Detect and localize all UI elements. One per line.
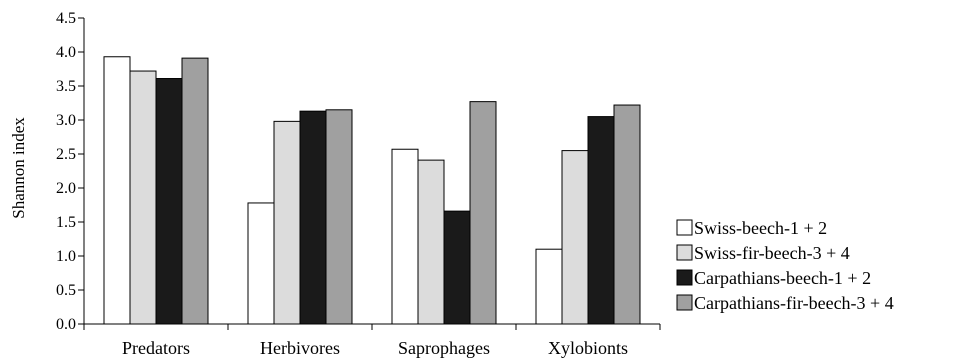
bar — [469, 101, 497, 325]
bar — [443, 210, 471, 325]
bar — [103, 56, 131, 325]
y-tick-label: 0.0 — [56, 316, 76, 333]
y-tick-label: 4.5 — [56, 10, 76, 27]
bar — [155, 78, 183, 325]
x-axis: Predators Herbivores Saprophages Xylobionts — [83, 323, 661, 358]
legend-swatch — [676, 244, 693, 261]
x-category-label: Xylobionts — [548, 338, 628, 358]
y-axis-title: Shannon index — [9, 117, 28, 219]
bar — [561, 150, 589, 325]
x-category-label: Saprophages — [398, 338, 490, 358]
y-tick-label: 2.5 — [56, 146, 76, 163]
bar — [129, 70, 157, 325]
legend-label: Carpathians-beech-1 + 2 — [694, 268, 871, 288]
y-tick-label: 3.0 — [56, 112, 76, 129]
bar — [299, 110, 327, 325]
legend-swatch — [676, 294, 693, 311]
legend-label: Swiss-beech-1 + 2 — [694, 218, 827, 238]
y-tick-label: 4.0 — [56, 44, 76, 61]
y-tick-label: 0.5 — [56, 282, 76, 299]
y-tick-label: 2.0 — [56, 180, 76, 197]
legend-label: Carpathians-fir-beech-3 + 4 — [694, 293, 894, 313]
bar — [535, 248, 563, 325]
bar — [273, 120, 301, 325]
x-category-label: Predators — [122, 338, 190, 358]
legend-label: Swiss-fir-beech-3 + 4 — [694, 243, 850, 263]
bar — [325, 109, 353, 325]
x-category-label: Herbivores — [260, 338, 340, 358]
bar — [247, 202, 275, 325]
bar — [613, 104, 641, 325]
bar — [391, 148, 419, 325]
bars-group — [103, 56, 641, 325]
legend: Swiss-beech-1 + 2 Swiss-fir-beech-3 + 4 Ca… — [676, 218, 894, 313]
legend-swatch — [676, 269, 693, 286]
y-tick-label: 3.5 — [56, 78, 76, 95]
y-tick-label: 1.0 — [56, 248, 76, 265]
legend-swatch — [676, 219, 693, 236]
y-tick-label: 1.5 — [56, 214, 76, 231]
y-axis: 0.0 0.5 1.0 1.5 2.0 2.5 3.0 3.5 4.0 4.5 — [56, 10, 85, 333]
bar — [181, 57, 209, 325]
bar — [417, 159, 445, 325]
bar — [587, 116, 615, 325]
